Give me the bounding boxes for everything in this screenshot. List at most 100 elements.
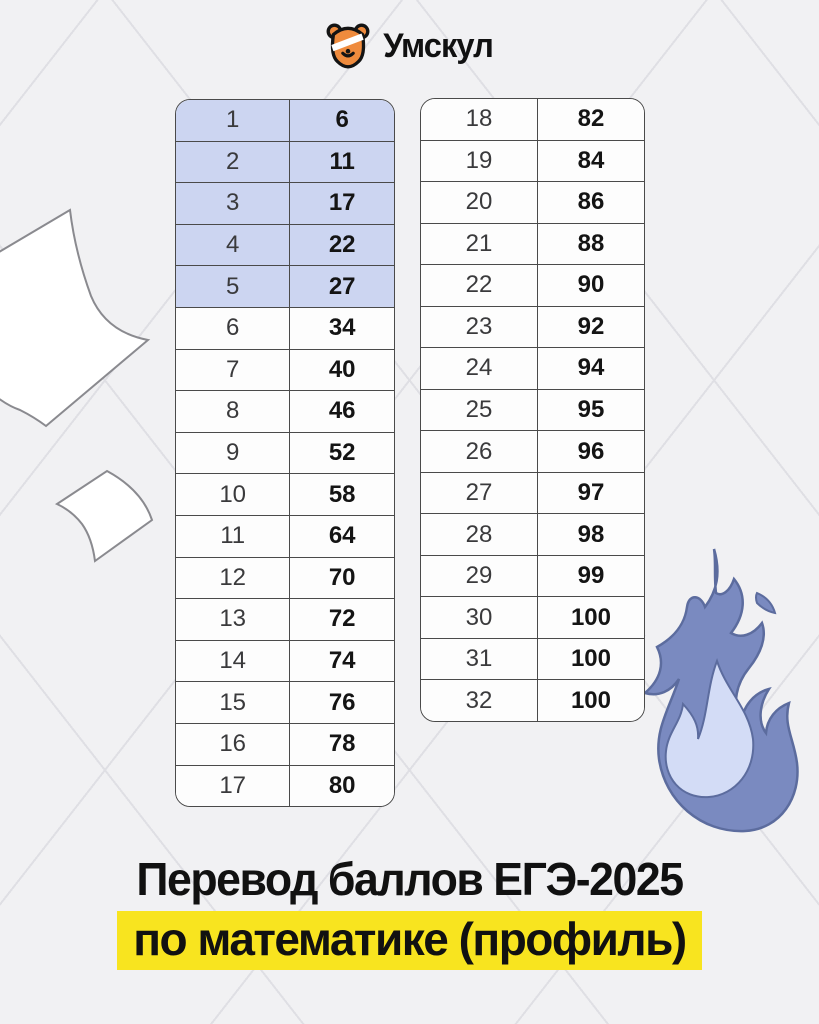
table-row: 18 82 (421, 99, 644, 140)
test-score-cell: 27 (289, 266, 394, 307)
primary-score-cell: 22 (465, 271, 493, 299)
test-score-cell: 72 (289, 599, 394, 640)
primary-score-cell: 20 (465, 188, 493, 216)
title-line2-highlighted: по математике (профиль) (117, 911, 702, 970)
table-row: 20 86 (421, 181, 644, 223)
test-score-cell: 40 (289, 349, 394, 391)
table-row: 29 99 (421, 554, 644, 597)
primary-score-cell: 2 (226, 147, 240, 175)
primary-score-cell: 5 (226, 272, 240, 300)
test-score-cell: 17 (289, 183, 394, 224)
table-row: 11 64 (176, 514, 394, 557)
table-row: 4 22 (176, 223, 394, 266)
primary-score-cell: 16 (219, 730, 247, 758)
primary-score-cell: 31 (465, 645, 493, 673)
test-score-cell: 96 (536, 431, 644, 472)
test-score-cell: 70 (289, 557, 394, 599)
primary-score-cell: 17 (219, 771, 247, 799)
primary-score-cell: 4 (226, 231, 240, 259)
logo: Умскул (0, 20, 819, 72)
table-row: 6 34 (176, 306, 394, 349)
flame-outer (642, 548, 799, 833)
primary-score-cell: 3 (226, 189, 240, 217)
primary-score-cell: 14 (219, 647, 247, 675)
primary-score-cell: 30 (465, 603, 493, 631)
primary-score-cell: 13 (219, 605, 247, 633)
test-score-cell: 76 (289, 682, 394, 723)
test-score-cell: 98 (536, 514, 644, 555)
primary-score-cell: 6 (226, 314, 240, 342)
test-score-cell: 52 (289, 432, 394, 474)
test-score-cell: 46 (289, 391, 394, 432)
table-row: 17 80 (176, 764, 394, 806)
primary-score-cell: 10 (219, 480, 247, 508)
test-score-cell: 100 (536, 597, 644, 638)
paper-sheet-large-illustration (0, 208, 151, 428)
primary-score-cell: 23 (465, 312, 493, 340)
table-row: 31 100 (421, 637, 644, 680)
table-row: 19 84 (421, 139, 644, 182)
table-row: 16 78 (176, 722, 394, 765)
bear-icon (326, 23, 370, 69)
table-row: 3 17 (176, 182, 394, 224)
test-score-cell: 94 (536, 348, 644, 389)
primary-score-cell: 1 (226, 106, 240, 134)
table-row: 24 94 (421, 347, 644, 389)
score-table-right: 18 82 19 84 20 86 21 88 22 90 23 92 24 94 25 95 26 96 27 97… (420, 98, 645, 722)
primary-score-cell: 19 (465, 146, 493, 174)
test-score-cell: 90 (536, 265, 644, 306)
primary-score-cell: 28 (465, 520, 493, 548)
test-score-cell: 86 (536, 182, 644, 223)
table-row: 32 100 (421, 679, 644, 721)
table-row: 7 40 (176, 348, 394, 391)
primary-score-cell: 29 (465, 562, 493, 590)
primary-score-cell: 27 (465, 479, 493, 507)
primary-score-cell: 9 (226, 439, 240, 467)
table-row: 21 88 (421, 222, 644, 265)
table-row: 27 97 (421, 471, 644, 514)
primary-score-cell: 25 (465, 395, 493, 423)
test-score-cell: 84 (536, 140, 644, 182)
primary-score-cell: 26 (465, 437, 493, 465)
title-block: Перевод баллов ЕГЭ-2025 по математике (п… (0, 852, 819, 970)
test-score-cell: 78 (289, 723, 394, 765)
primary-score-cell: 32 (465, 686, 493, 714)
test-score-cell: 11 (289, 141, 394, 183)
table-row: 15 76 (176, 681, 394, 723)
test-score-cell: 100 (536, 680, 644, 721)
table-row: 28 98 (421, 513, 644, 555)
table-row: 23 92 (421, 305, 644, 348)
table-row: 13 72 (176, 598, 394, 640)
test-score-cell: 88 (536, 223, 644, 265)
table-row: 26 96 (421, 430, 644, 472)
primary-score-cell: 18 (465, 105, 493, 133)
table-row: 2 11 (176, 140, 394, 183)
test-score-cell: 82 (536, 99, 644, 140)
score-table-left: 1 6 2 11 3 17 4 22 5 27 6 34 7 40 8 46 9 52 10 58 11 64 12 70 13… (175, 99, 395, 807)
test-score-cell: 80 (289, 765, 394, 806)
primary-score-cell: 24 (465, 354, 493, 382)
table-row: 25 95 (421, 388, 644, 431)
table-row: 5 27 (176, 265, 394, 307)
test-score-cell: 6 (289, 100, 394, 141)
primary-score-cell: 15 (219, 688, 247, 716)
primary-score-cell: 8 (226, 397, 240, 425)
test-score-cell: 74 (289, 640, 394, 682)
logo-brand-text: Умскул (383, 26, 495, 65)
test-score-cell: 34 (289, 307, 394, 349)
table-row: 9 52 (176, 431, 394, 474)
primary-score-cell: 12 (219, 563, 247, 591)
test-score-cell: 58 (289, 474, 394, 515)
primary-score-cell: 21 (465, 229, 493, 257)
test-score-cell: 95 (536, 389, 644, 431)
table-row: 14 74 (176, 639, 394, 682)
table-row: 22 90 (421, 264, 644, 306)
test-score-cell: 92 (536, 306, 644, 348)
test-score-cell: 22 (289, 224, 394, 266)
test-score-cell: 100 (536, 638, 644, 680)
table-row: 8 46 (176, 390, 394, 432)
table-row: 10 58 (176, 473, 394, 515)
flame-inner (664, 658, 755, 799)
table-row: 30 100 (421, 596, 644, 638)
